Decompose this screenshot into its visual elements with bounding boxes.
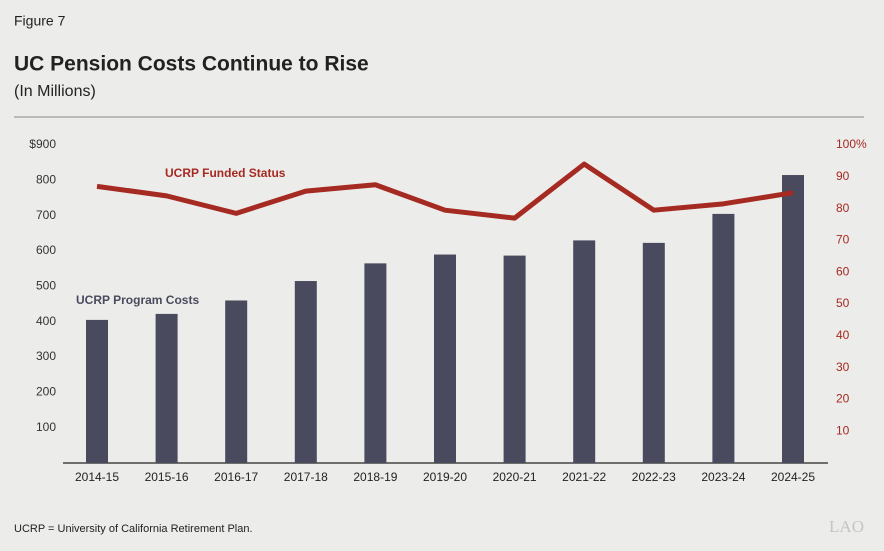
y2-tick-label: 100%	[836, 137, 867, 151]
x-tick-label: 2018-19	[353, 470, 397, 484]
bar	[642, 242, 665, 463]
series-label: UCRP Funded Status	[165, 166, 286, 180]
bar	[86, 319, 108, 463]
y2-tick-label: 70	[836, 233, 850, 247]
logo: LAO	[829, 517, 864, 536]
x-tick-label: 2024-25	[771, 470, 815, 484]
x-tick-label: 2022-23	[632, 470, 676, 484]
y2-tick-label: 40	[836, 328, 850, 342]
chart-subtitle: (In Millions)	[14, 83, 96, 100]
y-tick-label: 400	[36, 314, 56, 328]
bar	[782, 175, 804, 464]
y-tick-label: 700	[36, 208, 56, 222]
y-tick-label: 600	[36, 243, 56, 257]
bar	[712, 213, 735, 463]
x-tick-label: 2019-20	[423, 470, 467, 484]
y2-tick-label: 30	[836, 360, 850, 374]
x-tick-label: 2023-24	[701, 470, 745, 484]
y2-tick-label: 50	[836, 296, 850, 310]
bar	[294, 281, 317, 463]
series-label: UCRP Program Costs	[76, 293, 199, 307]
x-tick-label: 2021-22	[562, 470, 606, 484]
y2-tick-label: 90	[836, 169, 850, 183]
y2-tick-label: 10	[836, 423, 850, 437]
y-tick-label: 500	[36, 279, 56, 293]
y-tick-label: 200	[36, 385, 56, 399]
footnote: UCRP = University of California Retireme…	[14, 523, 253, 535]
bar	[364, 263, 387, 463]
x-tick-label: 2015-16	[145, 470, 189, 484]
y2-tick-label: 80	[836, 201, 850, 215]
y2-tick-label: 60	[836, 264, 850, 278]
y2-tick-label: 20	[836, 392, 850, 406]
x-tick-label: 2020-21	[493, 470, 537, 484]
bar	[434, 254, 456, 463]
line	[96, 161, 794, 221]
y-tick-label: 100	[36, 420, 56, 434]
bar	[503, 255, 526, 463]
y-tick-label: 800	[36, 173, 56, 187]
x-tick-label: 2016-17	[214, 470, 258, 484]
chart-title: UC Pension Costs Continue to Rise	[14, 53, 369, 76]
x-tick-label: 2014-15	[75, 470, 119, 484]
y-tick-label: 300	[36, 349, 56, 363]
figure-label: Figure 7	[14, 13, 66, 29]
bar	[225, 300, 248, 463]
y-tick-label: $900	[29, 137, 56, 151]
bar	[573, 240, 596, 463]
x-tick-label: 2017-18	[284, 470, 328, 484]
bar	[155, 313, 178, 463]
